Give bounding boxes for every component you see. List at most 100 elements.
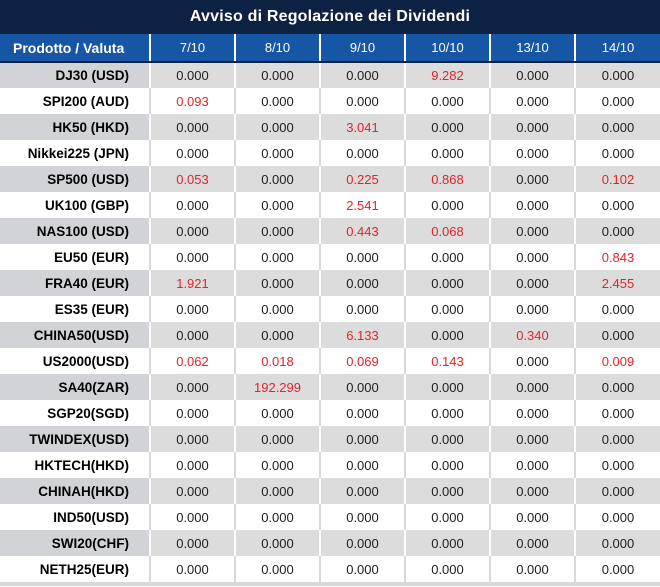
- column-header-date-5: 14/10: [574, 34, 660, 63]
- dividend-value-cell: 0.000: [319, 88, 405, 114]
- dividend-value-cell: 9.282: [404, 62, 490, 88]
- dividend-value-cell: 0.000: [234, 192, 320, 218]
- table-row: DJ30 (USD) 0.000 0.000 0.000 9.282 0.000 0.000: [0, 62, 660, 88]
- product-cell: NAS100 (USD): [0, 218, 150, 244]
- product-cell: SA40(ZAR): [0, 374, 150, 400]
- dividend-value-cell: 0.000: [404, 88, 490, 114]
- table-row: HK50 (HKD) 0.000 0.000 3.041 0.000 0.000 0.000: [0, 114, 660, 140]
- dividend-value-cell: 0.000: [574, 556, 660, 582]
- dividend-value-cell: 0.000: [489, 400, 575, 426]
- dividend-value-cell: 0.000: [489, 530, 575, 556]
- dividend-value-cell: 0.000: [404, 478, 490, 504]
- dividend-value-cell: 0.093: [149, 88, 235, 114]
- dividend-value-cell: 0.000: [489, 244, 575, 270]
- dividend-value-cell: 0.000: [574, 62, 660, 88]
- dividend-value-cell: 0.000: [319, 452, 405, 478]
- dividend-value-cell: 2.541: [319, 192, 405, 218]
- table-row: EU50 (EUR) 0.000 0.000 0.000 0.000 0.000 0.843: [0, 244, 660, 270]
- table-row: ES35 (EUR) 0.000 0.000 0.000 0.000 0.000 0.000: [0, 296, 660, 322]
- product-cell: ES35 (EUR): [0, 296, 150, 322]
- dividend-value-cell: 0.000: [234, 556, 320, 582]
- dividend-value-cell: 0.102: [574, 166, 660, 192]
- table-row: HKTECH(HKD) 0.000 0.000 0.000 0.000 0.000 0.00…: [0, 452, 660, 478]
- dividend-value-cell: 0.000: [489, 192, 575, 218]
- dividend-value-cell: 0.000: [489, 140, 575, 166]
- dividend-value-cell: 0.000: [489, 478, 575, 504]
- dividend-value-cell: 0.000: [489, 62, 575, 88]
- dividend-value-cell: 0.069: [319, 348, 405, 374]
- dividend-value-cell: 0.000: [319, 140, 405, 166]
- dividend-value-cell: 0.000: [489, 270, 575, 296]
- product-cell: SP500 (USD): [0, 166, 150, 192]
- dividend-value-cell: 0.000: [149, 140, 235, 166]
- dividend-value-cell: 0.000: [489, 218, 575, 244]
- product-cell: Nikkei225 (JPN): [0, 140, 150, 166]
- dividend-value-cell: 2.455: [574, 270, 660, 296]
- dividend-value-cell: 0.000: [149, 114, 235, 140]
- dividend-value-cell: 0.000: [489, 426, 575, 452]
- dividend-value-cell: 0.000: [489, 556, 575, 582]
- dividend-value-cell: 0.000: [404, 530, 490, 556]
- dividend-value-cell: 0.000: [574, 192, 660, 218]
- table-body: DJ30 (USD) 0.000 0.000 0.000 9.282 0.000 0.000…: [0, 62, 660, 582]
- product-cell: SPI200 (AUD): [0, 88, 150, 114]
- product-cell: CHINAH(HKD): [0, 478, 150, 504]
- dividend-value-cell: 0.000: [404, 556, 490, 582]
- dividend-value-cell: 0.000: [234, 166, 320, 192]
- dividend-value-cell: 0.000: [234, 218, 320, 244]
- dividend-value-cell: 0.000: [489, 296, 575, 322]
- dividend-value-cell: 0.000: [404, 270, 490, 296]
- dividend-value-cell: 0.000: [489, 114, 575, 140]
- dividend-value-cell: 0.000: [489, 88, 575, 114]
- dividend-value-cell: 0.000: [149, 218, 235, 244]
- dividend-value-cell: 0.000: [319, 530, 405, 556]
- table-row: TWINDEX(USD) 0.000 0.000 0.000 0.000 0.000 0.0…: [0, 426, 660, 452]
- dividend-value-cell: 0.000: [234, 400, 320, 426]
- dividend-value-cell: 0.143: [404, 348, 490, 374]
- dividend-value-cell: 0.000: [234, 244, 320, 270]
- dividend-value-cell: 0.000: [574, 374, 660, 400]
- dividend-value-cell: 0.000: [574, 322, 660, 348]
- table-row: SWI20(CHF) 0.000 0.000 0.000 0.000 0.000 0.000: [0, 530, 660, 556]
- column-header-date-4: 13/10: [489, 34, 575, 63]
- table-row: Nikkei225 (JPN) 0.000 0.000 0.000 0.000 0.000…: [0, 140, 660, 166]
- dividend-value-cell: 0.000: [319, 244, 405, 270]
- dividend-value-cell: 0.000: [234, 322, 320, 348]
- dividend-value-cell: 0.000: [319, 504, 405, 530]
- product-cell: SGP20(SGD): [0, 400, 150, 426]
- dividend-value-cell: 0.000: [149, 322, 235, 348]
- dividend-value-cell: 0.000: [404, 244, 490, 270]
- dividend-value-cell: 0.000: [574, 400, 660, 426]
- table-row: FRA40 (EUR) 1.921 0.000 0.000 0.000 0.000 2.45…: [0, 270, 660, 296]
- table-bottom-edge: [0, 582, 660, 586]
- table-row: UK100 (GBP) 0.000 0.000 2.541 0.000 0.000 0.00…: [0, 192, 660, 218]
- dividend-value-cell: 0.000: [574, 296, 660, 322]
- dividend-value-cell: 0.000: [489, 166, 575, 192]
- dividend-value-cell: 0.000: [234, 88, 320, 114]
- dividend-value-cell: 0.000: [234, 452, 320, 478]
- dividend-value-cell: 0.000: [149, 244, 235, 270]
- dividend-value-cell: 0.868: [404, 166, 490, 192]
- table-row: US2000(USD) 0.062 0.018 0.069 0.143 0.000 0.00…: [0, 348, 660, 374]
- dividend-value-cell: 0.000: [149, 296, 235, 322]
- page-title: Avviso di Regolazione dei Dividendi: [189, 8, 471, 25]
- dividend-value-cell: 0.000: [404, 322, 490, 348]
- dividend-value-cell: 0.000: [149, 62, 235, 88]
- dividend-value-cell: 0.000: [149, 504, 235, 530]
- product-cell: HK50 (HKD): [0, 114, 150, 140]
- dividend-value-cell: 0.000: [149, 374, 235, 400]
- dividend-value-cell: 0.000: [489, 348, 575, 374]
- dividend-value-cell: 0.068: [404, 218, 490, 244]
- dividend-table: Prodotto / Valuta 7/10 8/10 9/10 10/10 13/10…: [0, 34, 660, 582]
- dividend-value-cell: 0.443: [319, 218, 405, 244]
- product-cell: US2000(USD): [0, 348, 150, 374]
- product-cell: SWI20(CHF): [0, 530, 150, 556]
- dividend-value-cell: 0.000: [404, 400, 490, 426]
- dividend-value-cell: 0.843: [574, 244, 660, 270]
- dividend-value-cell: 0.062: [149, 348, 235, 374]
- dividend-value-cell: 0.000: [404, 504, 490, 530]
- product-cell: IND50(USD): [0, 504, 150, 530]
- product-cell: HKTECH(HKD): [0, 452, 150, 478]
- table-row: IND50(USD) 0.000 0.000 0.000 0.000 0.000 0.000: [0, 504, 660, 530]
- product-cell: FRA40 (EUR): [0, 270, 150, 296]
